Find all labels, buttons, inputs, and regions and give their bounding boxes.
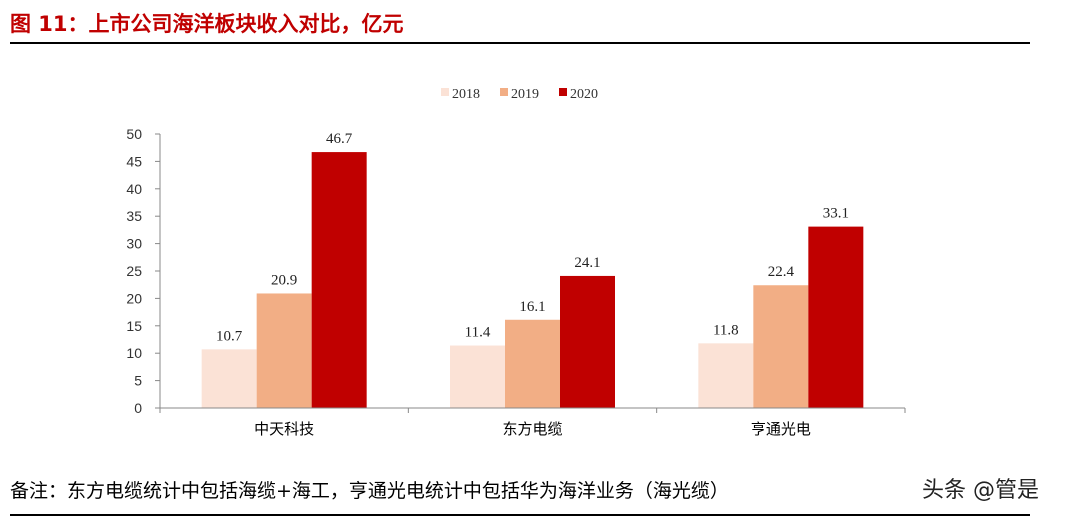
- data-labels: 10.7 20.9 46.7 11.4 16.1 24.1 11.8 22.4 33.1: [216, 131, 849, 344]
- legend: 2018 2019 2020: [441, 87, 598, 102]
- bottom-divider: [10, 514, 1030, 516]
- bar-2018: [450, 345, 505, 408]
- bar-2019: [256, 293, 312, 408]
- data-label: 20.9: [271, 272, 297, 288]
- y-tick-label: 25: [126, 263, 142, 279]
- bar-2019: [505, 319, 560, 408]
- x-category-label: 东方电缆: [502, 420, 562, 438]
- data-label: 46.7: [326, 131, 353, 147]
- bar-2018: [698, 343, 754, 408]
- chart-title: 图 11：上市公司海洋板块收入对比，亿元: [10, 12, 404, 36]
- bar-2018: [201, 349, 257, 408]
- y-tick-label: 20: [126, 290, 142, 306]
- y-tick-label: 50: [126, 126, 142, 142]
- watermark: 头条 @管是: [922, 478, 1039, 503]
- title-divider: [10, 42, 1030, 44]
- legend-swatch-2019: [500, 88, 508, 96]
- bar-2019: [753, 285, 809, 408]
- y-axis: 0 5 10 15 20 25 30 35 40 45 50: [126, 126, 161, 416]
- legend-swatch-2018: [441, 88, 449, 96]
- legend-swatch-2020: [559, 88, 567, 96]
- bars: [201, 152, 864, 408]
- data-label: 16.1: [519, 299, 545, 315]
- legend-label: 2018: [452, 87, 480, 102]
- bar-2020: [808, 226, 864, 408]
- bar-2020: [311, 152, 367, 408]
- y-tick-label: 45: [126, 153, 142, 169]
- data-label: 11.4: [465, 325, 491, 341]
- bar-chart: 2018 2019 2020 0 5 10 15 20 25 30 35 40 45 50 10.7 20…: [126, 87, 906, 438]
- y-tick-label: 5: [134, 373, 142, 389]
- legend-label: 2020: [570, 87, 598, 102]
- data-label: 33.1: [823, 206, 849, 222]
- y-tick-label: 10: [126, 345, 142, 361]
- footnote: 备注：东方电缆统计中包括海缆+海工，亨通光电统计中包括华为海洋业务（海光缆）: [10, 480, 729, 502]
- data-label: 10.7: [216, 328, 243, 344]
- x-category-label: 中天科技: [254, 420, 314, 438]
- x-axis: 中天科技 东方电缆 亨通光电: [159, 407, 906, 438]
- x-category-label: 亨通光电: [751, 420, 811, 438]
- y-tick-label: 40: [126, 181, 142, 197]
- y-tick-label: 15: [126, 318, 142, 334]
- data-label: 24.1: [574, 255, 600, 271]
- legend-label: 2019: [511, 87, 539, 102]
- data-label: 22.4: [768, 264, 795, 280]
- y-tick-label: 30: [126, 236, 142, 252]
- data-label: 11.8: [713, 322, 739, 338]
- y-tick-label: 35: [126, 208, 142, 224]
- bar-2020: [560, 275, 615, 408]
- y-tick-label: 0: [134, 400, 142, 416]
